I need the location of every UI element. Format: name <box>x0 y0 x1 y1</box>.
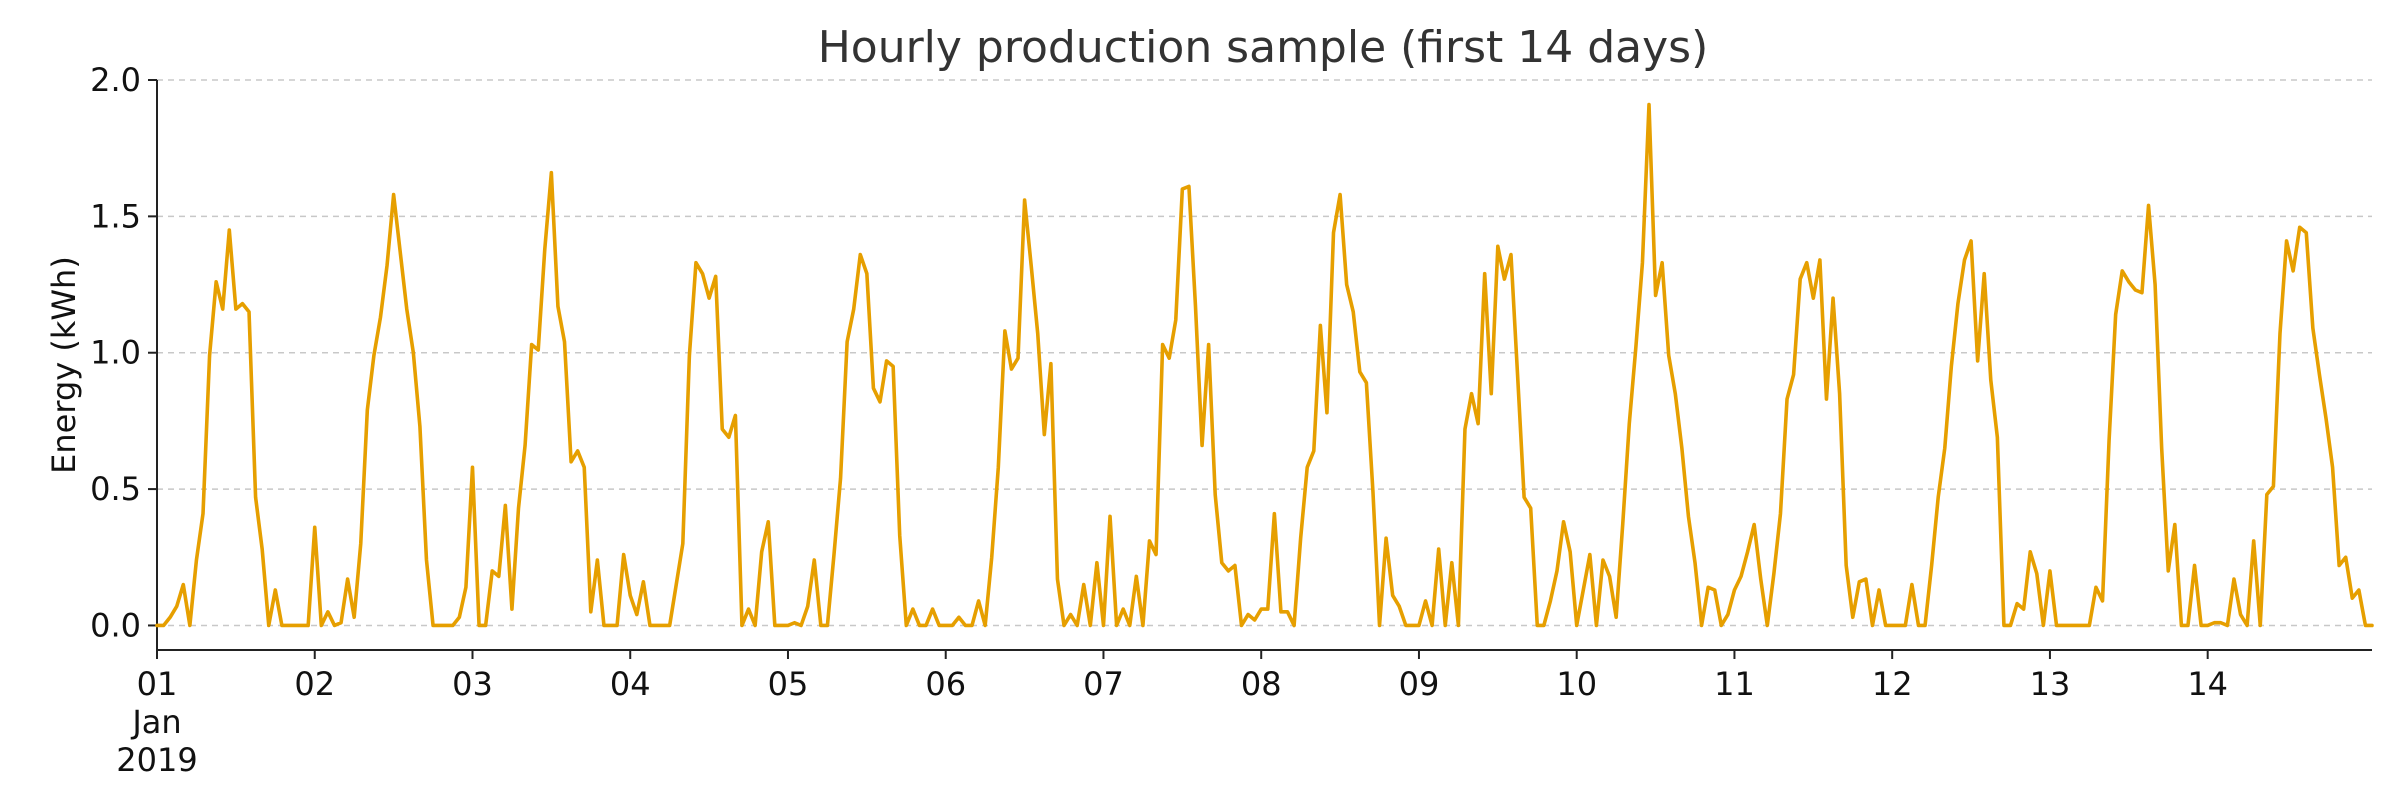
x-tick-label: 10 <box>1556 665 1597 703</box>
x-tick-label: 04 <box>610 665 651 703</box>
x-tick-label: 02 <box>294 665 335 703</box>
x-tick-label: 07 <box>1083 665 1124 703</box>
y-tick-label: 2.0 <box>90 61 141 99</box>
x-tick-label: 12 <box>1872 665 1913 703</box>
chart-title: Hourly production sample (first 14 days) <box>818 22 1709 73</box>
x-tick-sublabel: 2019 <box>116 741 197 779</box>
x-tick-label: 09 <box>1399 665 1440 703</box>
y-tick-label: 1.0 <box>90 334 141 372</box>
x-tick-label: 03 <box>452 665 493 703</box>
y-tick-label: 1.5 <box>90 197 141 235</box>
x-tick-label: 05 <box>768 665 809 703</box>
y-axis-ticks: 0.0 0.5 1.0 1.5 2.0 <box>90 61 157 644</box>
x-tick-sublabel: Jan <box>130 703 181 741</box>
x-tick-label: 13 <box>2030 665 2071 703</box>
x-tick-label: 01 <box>137 665 178 703</box>
y-axis-label: Energy (kWh) <box>45 256 83 474</box>
y-tick-label: 0.5 <box>90 470 141 508</box>
x-tick-label: 06 <box>925 665 966 703</box>
y-tick-label: 0.0 <box>90 606 141 644</box>
gridlines <box>157 79 2372 627</box>
series-layer <box>155 102 2374 628</box>
x-tick-label: 11 <box>1714 665 1755 703</box>
series-line <box>155 102 2374 628</box>
x-tick-label: 14 <box>2187 665 2228 703</box>
x-tick-label: 08 <box>1241 665 1282 703</box>
axes <box>156 80 2372 651</box>
